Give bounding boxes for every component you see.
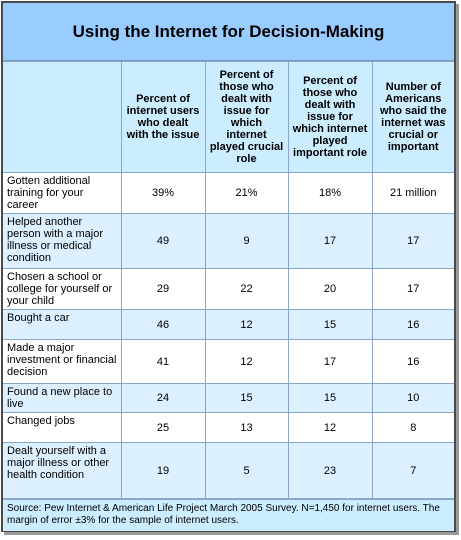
table-cell: 13 — [204, 412, 289, 443]
header-blank-cell — [3, 61, 122, 173]
column-header: Percent of those who dealt with issue fo… — [287, 61, 373, 173]
column-header: Number of Americans who said the interne… — [371, 61, 454, 173]
table-cell: 9 — [204, 213, 289, 269]
row-label: Dealt yourself with a major illness or o… — [3, 442, 122, 499]
table-frame: Using the Internet for Decision-Making P… — [1, 1, 456, 532]
table-cell: 21% — [204, 172, 289, 214]
table-row: Changed jobs 25 13 12 8 — [3, 412, 454, 443]
table-title: Using the Internet for Decision-Making — [3, 3, 454, 61]
table-row: Helped another person with a major illne… — [3, 213, 454, 269]
table-cell: 15 — [204, 383, 289, 413]
table-cell: 8 — [371, 412, 454, 443]
table-cell: 20 — [287, 268, 373, 310]
table-cell: 22 — [204, 268, 289, 310]
row-label: Found a new place to live — [3, 383, 122, 413]
row-label: Chosen a school or college for yourself … — [3, 268, 122, 310]
data-table: Percent of internet users who dealt with… — [3, 61, 454, 499]
table-cell: 5 — [204, 442, 289, 499]
table-cell: 23 — [287, 442, 373, 499]
table-cell: 7 — [371, 442, 454, 499]
table-row: Found a new place to live 24 15 15 10 — [3, 383, 454, 413]
table-cell: 12 — [204, 309, 289, 340]
table-cell: 39% — [120, 172, 206, 214]
table-cell: 41 — [120, 339, 206, 384]
table-row: Made a major investment or financial dec… — [3, 339, 454, 384]
table-cell: 16 — [371, 339, 454, 384]
table-cell: 29 — [120, 268, 206, 310]
table-cell: 12 — [204, 339, 289, 384]
table-cell: 21 million — [371, 172, 454, 214]
table-cell: 46 — [120, 309, 206, 340]
table-cell: 17 — [287, 213, 373, 269]
table-cell: 25 — [120, 412, 206, 443]
table-cell: 12 — [287, 412, 373, 443]
row-label: Gotten additional training for your care… — [3, 172, 122, 214]
table-cell: 15 — [287, 383, 373, 413]
table-cell: 19 — [120, 442, 206, 499]
table-cell: 49 — [120, 213, 206, 269]
header-row: Percent of internet users who dealt with… — [3, 61, 454, 173]
table-cell: 17 — [371, 268, 454, 310]
row-label: Bought a car — [3, 309, 122, 340]
column-header: Percent of internet users who dealt with… — [120, 61, 206, 173]
table-row: Gotten additional training for your care… — [3, 172, 454, 214]
table-cell: 24 — [120, 383, 206, 413]
column-header: Percent of those who dealt with issue fo… — [204, 61, 289, 173]
table-cell: 17 — [371, 213, 454, 269]
table-row: Dealt yourself with a major illness or o… — [3, 442, 454, 499]
table-cell: 18% — [287, 172, 373, 214]
table-cell: 15 — [287, 309, 373, 340]
row-label: Changed jobs — [3, 412, 122, 443]
row-label: Made a major investment or financial dec… — [3, 339, 122, 384]
table-cell: 17 — [287, 339, 373, 384]
table-cell: 16 — [371, 309, 454, 340]
source-note: Source: Pew Internet & American Life Pro… — [3, 499, 454, 531]
row-label: Helped another person with a major illne… — [3, 213, 122, 269]
table-cell: 10 — [371, 383, 454, 413]
table-row: Chosen a school or college for yourself … — [3, 268, 454, 310]
table-row: Bought a car 46 12 15 16 — [3, 309, 454, 340]
